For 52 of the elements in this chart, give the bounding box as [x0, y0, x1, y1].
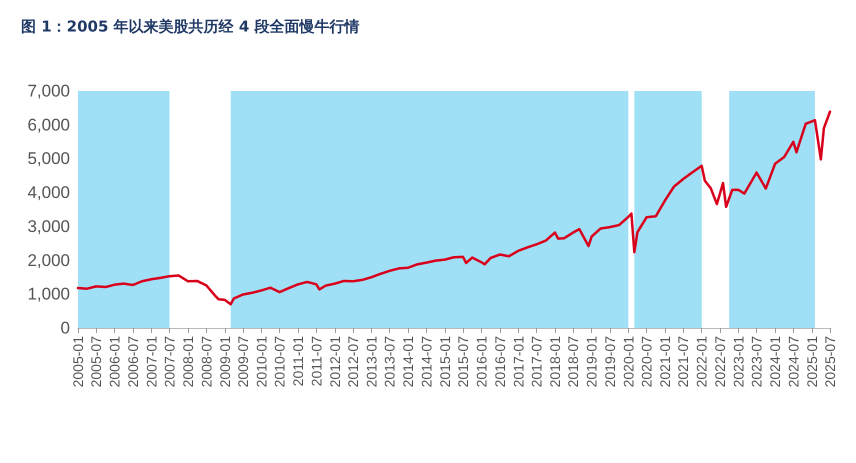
- x-tick-label: 2012-01: [326, 336, 343, 388]
- x-tick-label: 2007-07: [162, 336, 178, 388]
- x-tick-label: 2005-01: [70, 336, 86, 388]
- x-tick-label: 2025-07: [822, 336, 838, 388]
- x-tick-label: 2022-01: [694, 336, 710, 388]
- x-tick-label: 2019-07: [602, 336, 618, 388]
- y-tick-label: 0: [60, 318, 70, 338]
- y-tick-label: 4,000: [27, 183, 70, 202]
- x-tick-label: 2020-07: [638, 336, 655, 388]
- x-tick-label: 2011-07: [308, 336, 324, 386]
- x-tick-label: 2013-07: [382, 336, 398, 388]
- x-tick-label: 2021-07: [675, 336, 692, 388]
- x-tick-label: 2016-01: [474, 336, 490, 388]
- y-tick-label: 7,000: [27, 82, 70, 100]
- y-tick-label: 5,000: [27, 149, 70, 168]
- x-tick-label: 2023-07: [748, 336, 765, 388]
- y-tick-label: 2,000: [27, 250, 70, 270]
- x-tick-label: 2006-01: [106, 336, 123, 388]
- x-tick-label: 2010-07: [272, 336, 288, 388]
- x-tick-label: 2014-01: [400, 336, 416, 388]
- x-tick-label: 2017-07: [528, 336, 544, 388]
- x-tick-label: 2025-01: [804, 336, 820, 388]
- x-tick-label: 2006-07: [124, 336, 141, 388]
- x-tick-label: 2024-07: [785, 336, 802, 388]
- y-tick-label: 1,000: [27, 284, 70, 304]
- x-tick-label: 2005-07: [88, 336, 104, 388]
- x-tick-label: 2020-01: [620, 336, 636, 388]
- x-tick-label: 2014-07: [418, 336, 434, 388]
- x-tick-label: 2021-01: [657, 336, 674, 388]
- chart-title: 图 1：2005 年以来美股共历经 4 段全面慢牛行情: [21, 18, 360, 36]
- x-tick-label: 2024-01: [767, 336, 784, 388]
- x-tick-label: 2008-07: [198, 336, 214, 388]
- y-tick-label: 6,000: [27, 115, 70, 134]
- x-tick-label: 2009-01: [216, 336, 233, 388]
- x-tick-label: 2015-07: [455, 336, 472, 388]
- x-tick-label: 2017-01: [510, 336, 526, 388]
- line-series: [76, 110, 832, 306]
- x-tick-label: 2010-01: [253, 336, 270, 388]
- x-tick-label: 2009-07: [234, 336, 251, 388]
- x-tick-label: 2015-01: [436, 336, 453, 388]
- x-tick-label: 2023-01: [730, 336, 746, 388]
- x-tick-label: 2012-07: [345, 336, 362, 388]
- y-tick-label: 3,000: [27, 216, 70, 236]
- x-tick-label: 2019-01: [584, 336, 600, 388]
- x-tick-label: 2018-07: [565, 336, 582, 388]
- x-tick-label: 2007-01: [143, 336, 160, 388]
- x-tick-label: 2022-07: [712, 336, 728, 388]
- x-tick-label: 2013-01: [364, 336, 380, 388]
- x-tick-label: 2011-01: [290, 336, 306, 386]
- x-tick-label: 2016-07: [492, 336, 508, 388]
- x-tick-label: 2018-01: [546, 336, 563, 388]
- x-tick-label: 2008-01: [180, 336, 196, 388]
